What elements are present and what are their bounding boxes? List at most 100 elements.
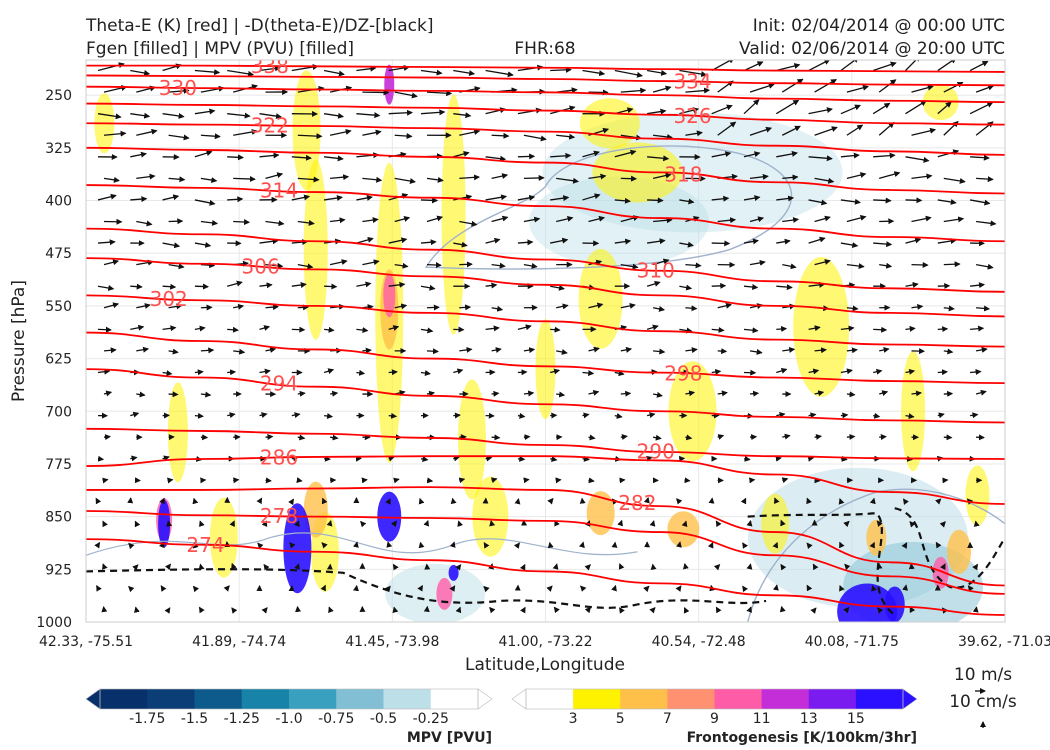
wind-vector [223, 585, 230, 592]
wind-vector [227, 69, 255, 77]
wind-vector [588, 215, 606, 223]
wind-vector [943, 81, 964, 93]
wind-vector [356, 236, 374, 244]
wind-vector [491, 262, 506, 269]
wind-vector [969, 199, 991, 206]
wind-vector [227, 280, 243, 287]
wind-vector [653, 348, 666, 355]
wind-vector [289, 542, 296, 549]
wind-vector [330, 390, 339, 397]
y-tick-label: 700 [45, 404, 72, 420]
wind-vector [556, 349, 568, 355]
wind-vector [546, 585, 553, 592]
wind-vector [459, 220, 478, 227]
wind-vector [227, 154, 244, 161]
colorbar-swatch [808, 689, 857, 709]
theta-e-line [86, 486, 1005, 587]
wind-vector [291, 194, 311, 201]
wind-vector [646, 280, 661, 287]
wind-vector [261, 607, 268, 614]
wind-vector [814, 215, 831, 223]
wind-vector [584, 606, 592, 614]
wind-vector [388, 325, 400, 331]
x-axis-label: Latitude,Longitude [465, 655, 625, 675]
wind-vector [556, 133, 576, 140]
theta-e-line [86, 427, 1005, 460]
wind-vector [455, 564, 462, 571]
wind-vector [879, 347, 890, 353]
wind-vector [620, 390, 632, 397]
y-tick-label: 475 [45, 246, 72, 262]
wind-vector [781, 477, 789, 484]
theta-e-label: 314 [260, 179, 298, 203]
colorbar-tick-label: 9 [710, 711, 719, 727]
wind-vector [291, 154, 312, 161]
wind-vector [556, 303, 569, 310]
wind-vector [679, 284, 693, 291]
wind-vector [876, 520, 883, 527]
wind-vector [643, 585, 650, 593]
theta-e-line [86, 122, 1005, 156]
wind-vector [901, 542, 908, 549]
wind-vector [872, 102, 891, 115]
fill-blob [884, 586, 905, 622]
wind-vector [168, 176, 186, 183]
mpv-colorbar-label: MPV [PVU] [407, 730, 492, 746]
wind-vector [136, 220, 153, 227]
wind-vector [423, 519, 430, 527]
colorbar-swatch [855, 689, 904, 709]
wind-vector [130, 324, 145, 331]
wind-vector [937, 369, 948, 376]
wind-vector [265, 477, 272, 484]
wind-vector [103, 302, 120, 309]
wind-vector [418, 497, 425, 505]
wind-vector [259, 113, 282, 120]
wind-vector [130, 196, 148, 203]
wind-vector [130, 411, 140, 418]
wind-vector [491, 215, 509, 223]
theta-e-label: 298 [664, 362, 702, 386]
wind-vector [838, 498, 845, 505]
wind-vector [846, 347, 858, 354]
theta-e-label: 322 [251, 113, 289, 137]
wind-vector [810, 607, 817, 614]
wind-vector [776, 238, 791, 245]
wind-vector [362, 129, 382, 136]
wind-vector [556, 215, 574, 223]
wind-vector [685, 434, 693, 441]
wind-vector [420, 239, 437, 246]
wind-vector [652, 434, 662, 441]
wind-vector [265, 434, 274, 440]
wind-vector [975, 346, 988, 353]
wind-vector [455, 606, 462, 614]
wind-vector [943, 177, 966, 184]
wind-vector [939, 521, 946, 528]
wind-vector [233, 128, 258, 136]
wind-vector [843, 520, 850, 528]
colorbar-swatch [761, 689, 810, 709]
wind-vector [523, 477, 530, 484]
wind-vector [517, 239, 534, 246]
y-axis-label: Pressure [hPa] [9, 280, 29, 402]
wind-vector [743, 327, 759, 334]
title-right-2: Valid: 02/06/2014 @ 20:00 UTC [739, 39, 1005, 59]
wind-vector [294, 520, 300, 528]
wind-vector [388, 412, 398, 419]
wind-vector [227, 196, 244, 203]
fill-blob [667, 511, 700, 548]
colorbar-swatch [383, 689, 432, 709]
wind-vector [489, 520, 496, 527]
wind-vector [614, 370, 625, 377]
y-tick-label: 625 [45, 352, 72, 368]
wind-vector [233, 219, 251, 226]
wind-vector [459, 129, 481, 136]
fill-blob [761, 493, 790, 554]
x-tick-label: 39.62, -71.03 [958, 634, 1050, 650]
wind-vector [614, 413, 623, 419]
wind-vector [194, 69, 221, 76]
wind-vector [940, 563, 946, 570]
wind-vector [846, 172, 867, 180]
colorbar-swatch [620, 689, 668, 709]
wind-vector [485, 194, 508, 201]
wind-vector [614, 238, 632, 245]
